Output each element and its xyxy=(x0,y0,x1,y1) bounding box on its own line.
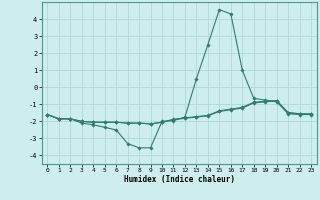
X-axis label: Humidex (Indice chaleur): Humidex (Indice chaleur) xyxy=(124,175,235,184)
